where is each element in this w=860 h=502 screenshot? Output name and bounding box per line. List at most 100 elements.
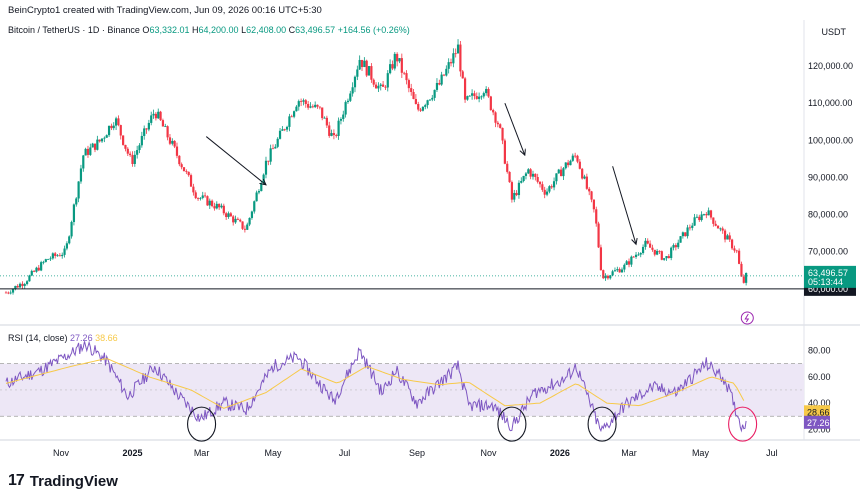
candle-body xyxy=(201,195,204,198)
candle-body xyxy=(182,167,186,172)
candle-body xyxy=(393,53,396,69)
candle-body xyxy=(187,171,190,176)
candle-body xyxy=(194,192,197,199)
brand-name: TradingView xyxy=(29,472,118,490)
candle-body xyxy=(117,118,120,126)
candle-body xyxy=(96,139,99,150)
circled-rsi-low[interactable] xyxy=(728,406,758,442)
trend-arrow-annotation[interactable] xyxy=(504,102,525,155)
trend-arrow-annotation[interactable] xyxy=(205,136,266,185)
candle-body xyxy=(119,125,122,136)
candle-body xyxy=(225,213,228,218)
candle-body xyxy=(630,256,633,265)
candle-body xyxy=(351,87,354,94)
candle-body xyxy=(323,117,326,119)
candle-body xyxy=(667,256,670,258)
candle-body xyxy=(58,255,61,257)
rsi-title[interactable]: RSI (14, close) xyxy=(8,333,68,343)
candle-body xyxy=(307,103,310,108)
candle-body xyxy=(597,223,600,248)
circled-rsi-low[interactable] xyxy=(587,406,617,442)
candle-body xyxy=(107,125,111,136)
close-label: C xyxy=(288,25,296,35)
candle-body xyxy=(288,116,291,127)
candle-body xyxy=(513,192,516,200)
tradingview-logo-icon: 17 xyxy=(8,472,25,489)
candle-body xyxy=(578,161,581,169)
price-tick-label: 120,000.00 xyxy=(808,61,853,71)
candle-body xyxy=(740,263,743,277)
candle-body xyxy=(274,146,277,149)
candle-body xyxy=(445,68,448,76)
candle-body xyxy=(644,240,647,247)
candle-body xyxy=(91,143,94,148)
candle-body xyxy=(9,292,12,294)
candle-body xyxy=(588,188,591,192)
candle-body xyxy=(641,246,645,254)
candle-body xyxy=(592,199,595,210)
candle-body xyxy=(604,275,607,279)
candle-body xyxy=(688,227,692,229)
candle-body xyxy=(583,176,586,179)
candle-body xyxy=(234,218,237,223)
candle-body xyxy=(122,135,125,145)
current-price-tag xyxy=(804,265,856,288)
chart-header: BeinCrypto1 created with TradingView.com… xyxy=(8,5,322,16)
candle-body xyxy=(7,292,10,294)
candle-body xyxy=(595,209,598,224)
candle-body xyxy=(567,162,570,166)
symbol-legend: Bitcoin / TetherUS · 1D · Binance O63,33… xyxy=(8,25,410,35)
candle-body xyxy=(435,82,439,90)
candle-body xyxy=(663,258,666,260)
rsi-legend: RSI (14, close) 27.26 38.66 xyxy=(8,333,118,343)
rsi-band-tag xyxy=(804,405,830,419)
rsi-tick-label: 20.00 xyxy=(808,424,831,434)
candle-body xyxy=(222,205,225,214)
circled-rsi-low[interactable] xyxy=(187,406,217,442)
time-tick-label: Mar xyxy=(194,448,210,458)
candle-body xyxy=(136,150,139,155)
candle-body xyxy=(730,239,734,249)
candle-body xyxy=(208,200,211,206)
candle-body xyxy=(35,267,38,272)
candle-body xyxy=(370,66,373,80)
time-tick-label: Nov xyxy=(53,448,70,458)
candle-body xyxy=(440,74,443,85)
candle-body xyxy=(742,276,745,283)
lightning-icon[interactable] xyxy=(740,311,754,325)
candle-body xyxy=(656,250,659,255)
candle-body xyxy=(150,115,153,123)
candle-body xyxy=(236,218,239,220)
candle-body xyxy=(557,169,560,174)
candle-body xyxy=(405,73,408,81)
symbol-name[interactable]: Bitcoin / TetherUS · 1D · Binance xyxy=(8,25,140,35)
candle-body xyxy=(356,69,359,77)
candle-body xyxy=(447,62,450,69)
tradingview-brand: 17 TradingView xyxy=(8,472,118,490)
candle-body xyxy=(470,93,474,96)
candle-body xyxy=(105,135,108,138)
candle-body xyxy=(428,99,432,101)
candle-body xyxy=(508,171,511,183)
candle-body xyxy=(173,140,176,147)
candle-body xyxy=(138,145,141,151)
candle-body xyxy=(269,148,272,162)
candle-body xyxy=(332,133,336,136)
candle-body xyxy=(649,243,652,248)
open-label: O xyxy=(142,25,150,35)
candle-body xyxy=(693,217,696,226)
candle-body xyxy=(421,106,425,111)
candle-body xyxy=(309,106,312,108)
candle-body xyxy=(574,155,577,157)
trend-arrow-annotation[interactable] xyxy=(612,166,636,244)
circled-rsi-low[interactable] xyxy=(497,406,527,442)
candle-body xyxy=(98,139,101,142)
low-value: 62,408.00 xyxy=(246,25,287,35)
candle-body xyxy=(728,235,731,240)
candle-body xyxy=(410,88,413,92)
candle-body xyxy=(712,217,715,224)
candle-body xyxy=(499,124,502,128)
time-tick-label: Nov xyxy=(480,448,497,458)
candle-body xyxy=(243,228,247,230)
